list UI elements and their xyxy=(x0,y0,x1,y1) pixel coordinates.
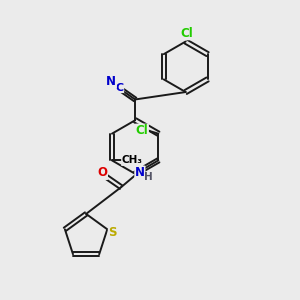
Text: N: N xyxy=(106,75,116,88)
Text: Cl: Cl xyxy=(136,124,148,137)
Text: C: C xyxy=(116,82,124,92)
Text: N: N xyxy=(135,166,145,179)
Text: O: O xyxy=(98,167,107,179)
Text: H: H xyxy=(144,172,153,182)
Text: S: S xyxy=(108,226,117,239)
Text: CH₃: CH₃ xyxy=(122,155,143,165)
Text: Cl: Cl xyxy=(181,27,194,40)
